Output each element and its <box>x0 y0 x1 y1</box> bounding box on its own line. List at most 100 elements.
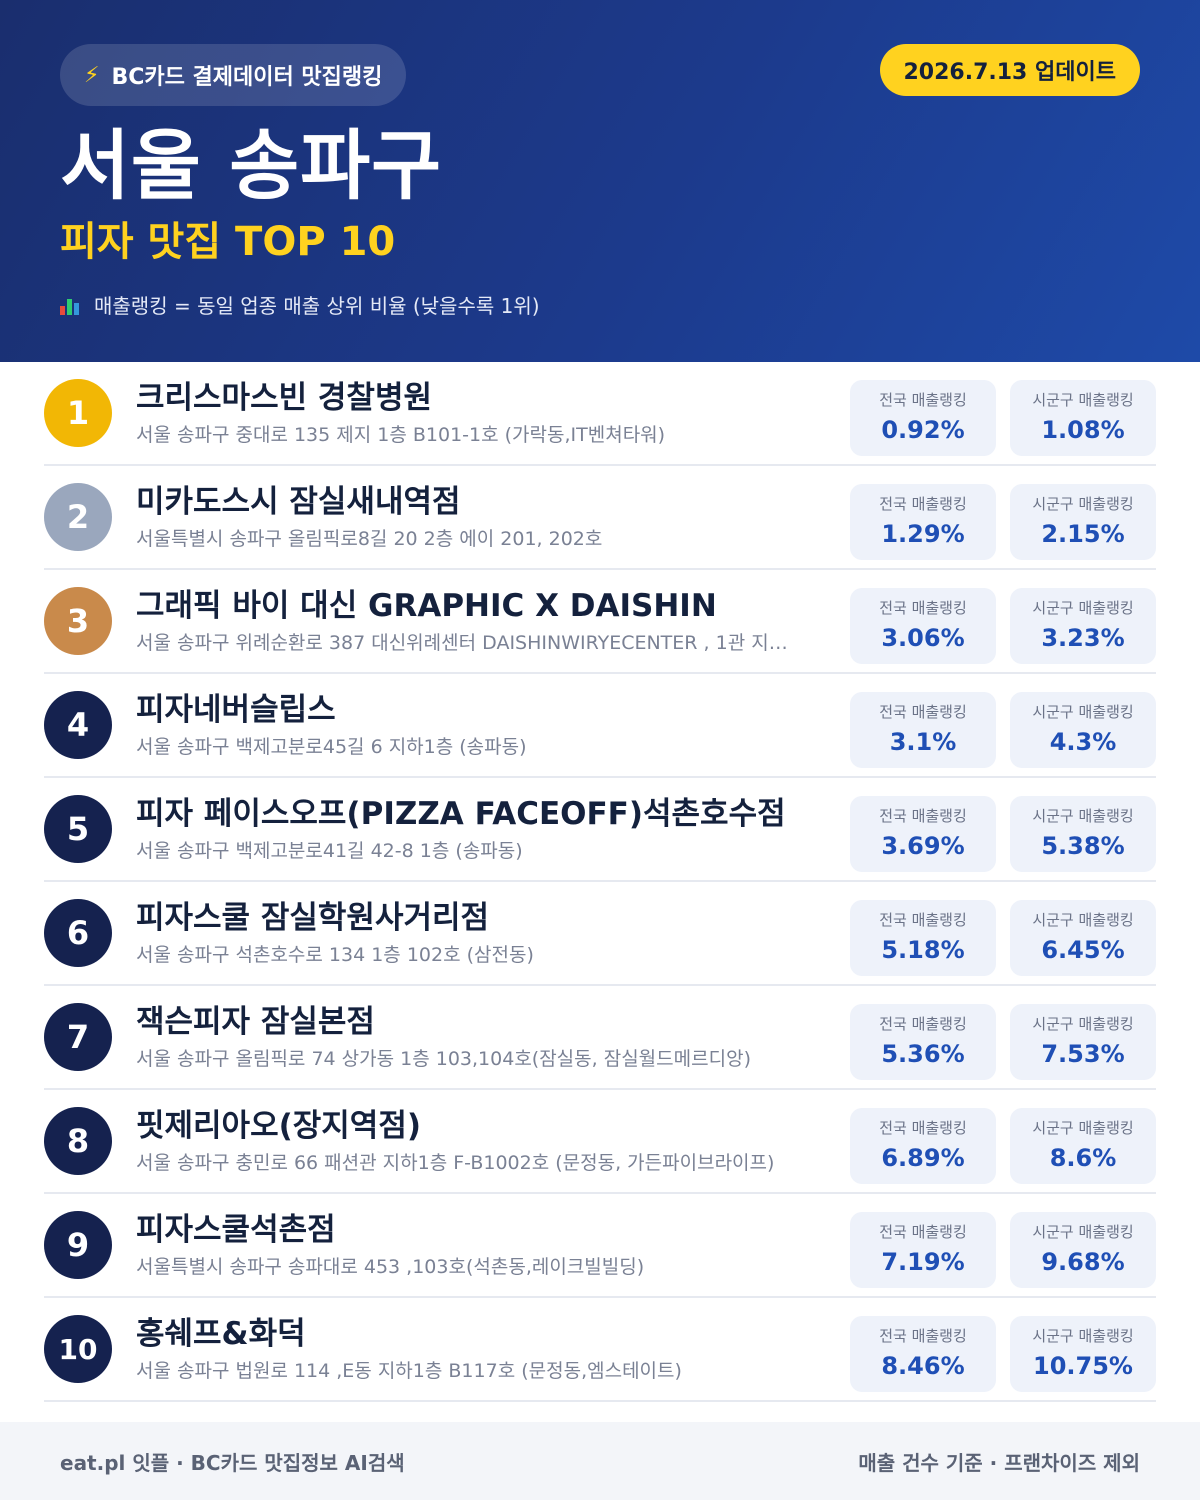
restaurant-info: 미카도스시 잠실새내역점 서울특별시 송파구 올림픽로8길 20 2층 에이 2… <box>136 482 816 552</box>
district-ranking-card: 시군구 매출랭킹 3.23% <box>1010 588 1156 664</box>
district-ranking-card: 시군구 매출랭킹 8.6% <box>1010 1108 1156 1184</box>
source-badge: ⚡ BC카드 결제데이터 맛집랭킹 <box>60 44 407 106</box>
restaurant-row[interactable]: 10 홍쉐프&화덕 서울 송파구 법원로 114 ,E동 지하1층 B117호 … <box>44 1298 1156 1402</box>
district-ranking-card: 시군구 매출랭킹 10.75% <box>1010 1316 1156 1392</box>
district-ranking-label: 시군구 매출랭킹 <box>1032 807 1134 825</box>
ranking-stats: 전국 매출랭킹 3.1% 시군구 매출랭킹 4.3% <box>850 692 1156 768</box>
ranking-stats: 전국 매출랭킹 5.18% 시군구 매출랭킹 6.45% <box>850 900 1156 976</box>
district-ranking-label: 시군구 매출랭킹 <box>1032 911 1134 929</box>
ranking-note-text: 매출랭킹 = 동일 업종 매출 상위 비율 (낮을수록 1위) <box>94 294 540 318</box>
page-subtitle: 피자 맛집 TOP 10 <box>60 219 396 265</box>
restaurant-name[interactable]: 홍쉐프&화덕 <box>136 1316 306 1352</box>
rank-badge: 4 <box>44 691 112 759</box>
restaurant-row[interactable]: 2 미카도스시 잠실새내역점 서울특별시 송파구 올림픽로8길 20 2층 에이… <box>44 466 1156 570</box>
national-ranking-card: 전국 매출랭킹 1.29% <box>850 484 996 560</box>
national-ranking-label: 전국 매출랭킹 <box>879 911 967 929</box>
district-ranking-label: 시군구 매출랭킹 <box>1032 1327 1134 1345</box>
district-ranking-value: 5.38% <box>1041 832 1125 860</box>
district-ranking-label: 시군구 매출랭킹 <box>1032 1119 1134 1137</box>
national-ranking-value: 3.06% <box>881 624 965 652</box>
restaurant-name[interactable]: 피자네버슬립스 <box>136 692 336 728</box>
ranking-stats: 전국 매출랭킹 1.29% 시군구 매출랭킹 2.15% <box>850 484 1156 560</box>
district-ranking-value: 7.53% <box>1041 1040 1125 1068</box>
district-ranking-card: 시군구 매출랭킹 2.15% <box>1010 484 1156 560</box>
restaurant-info: 홍쉐프&화덕 서울 송파구 법원로 114 ,E동 지하1층 B117호 (문정… <box>136 1314 816 1384</box>
restaurant-address: 서울 송파구 충민로 66 패션관 지하1층 F-B1002호 (문정동, 가든… <box>136 1152 775 1174</box>
national-ranking-card: 전국 매출랭킹 8.46% <box>850 1316 996 1392</box>
restaurant-info: 피자네버슬립스 서울 송파구 백제고분로45길 6 지하1층 (송파동) <box>136 690 816 760</box>
national-ranking-label: 전국 매출랭킹 <box>879 495 967 513</box>
district-ranking-value: 1.08% <box>1041 416 1125 444</box>
restaurant-row[interactable]: 6 피자스쿨 잠실학원사거리점 서울 송파구 석촌호수로 134 1층 102호… <box>44 882 1156 986</box>
restaurant-row[interactable]: 3 그래픽 바이 대신 GRAPHIC X DAISHIN 서울 송파구 위례순… <box>44 570 1156 674</box>
district-ranking-value: 9.68% <box>1041 1248 1125 1276</box>
ranking-stats: 전국 매출랭킹 3.06% 시군구 매출랭킹 3.23% <box>850 588 1156 664</box>
national-ranking-label: 전국 매출랭킹 <box>879 599 967 617</box>
district-ranking-label: 시군구 매출랭킹 <box>1032 495 1134 513</box>
restaurant-info: 피자스쿨석촌점 서울특별시 송파구 송파대로 453 ,103호(석촌동,레이크… <box>136 1210 816 1280</box>
national-ranking-value: 6.89% <box>881 1144 965 1172</box>
header-banner: ⚡ BC카드 결제데이터 맛집랭킹 2026.7.13 업데이트 서울 송파구 … <box>0 0 1200 362</box>
rank-badge: 3 <box>44 587 112 655</box>
ranking-list: 1 크리스마스빈 경찰병원 서울 송파구 중대로 135 제지 1층 B101-… <box>0 362 1200 1402</box>
national-ranking-label: 전국 매출랭킹 <box>879 1327 967 1345</box>
restaurant-name[interactable]: 핏제리아오(장지역점) <box>136 1108 422 1144</box>
restaurant-row[interactable]: 9 피자스쿨석촌점 서울특별시 송파구 송파대로 453 ,103호(석촌동,레… <box>44 1194 1156 1298</box>
restaurant-row[interactable]: 7 잭슨피자 잠실본점 서울 송파구 올림픽로 74 상가동 1층 103,10… <box>44 986 1156 1090</box>
national-ranking-card: 전국 매출랭킹 5.18% <box>850 900 996 976</box>
national-ranking-value: 3.69% <box>881 832 965 860</box>
restaurant-info: 크리스마스빈 경찰병원 서울 송파구 중대로 135 제지 1층 B101-1호… <box>136 378 816 448</box>
restaurant-row[interactable]: 5 피자 페이스오프(PIZZA FACEOFF)석촌호수점 서울 송파구 백제… <box>44 778 1156 882</box>
district-ranking-card: 시군구 매출랭킹 9.68% <box>1010 1212 1156 1288</box>
national-ranking-label: 전국 매출랭킹 <box>879 391 967 409</box>
restaurant-row[interactable]: 4 피자네버슬립스 서울 송파구 백제고분로45길 6 지하1층 (송파동) 전… <box>44 674 1156 778</box>
district-ranking-value: 8.6% <box>1049 1144 1117 1172</box>
district-ranking-label: 시군구 매출랭킹 <box>1032 1223 1134 1241</box>
restaurant-info: 피자 페이스오프(PIZZA FACEOFF)석촌호수점 서울 송파구 백제고분… <box>136 794 816 864</box>
district-ranking-card: 시군구 매출랭킹 7.53% <box>1010 1004 1156 1080</box>
district-ranking-label: 시군구 매출랭킹 <box>1032 599 1134 617</box>
restaurant-address: 서울 송파구 중대로 135 제지 1층 B101-1호 (가락동,IT벤쳐타워… <box>136 424 666 446</box>
restaurant-row[interactable]: 8 핏제리아오(장지역점) 서울 송파구 충민로 66 패션관 지하1층 F-B… <box>44 1090 1156 1194</box>
restaurant-address: 서울 송파구 석촌호수로 134 1층 102호 (삼전동) <box>136 944 534 966</box>
national-ranking-card: 전국 매출랭킹 3.06% <box>850 588 996 664</box>
national-ranking-value: 5.18% <box>881 936 965 964</box>
national-ranking-label: 전국 매출랭킹 <box>879 1223 967 1241</box>
national-ranking-label: 전국 매출랭킹 <box>879 703 967 721</box>
national-ranking-value: 3.1% <box>889 728 957 756</box>
restaurant-row[interactable]: 1 크리스마스빈 경찰병원 서울 송파구 중대로 135 제지 1층 B101-… <box>44 362 1156 466</box>
restaurant-name[interactable]: 크리스마스빈 경찰병원 <box>136 380 432 416</box>
national-ranking-label: 전국 매출랭킹 <box>879 807 967 825</box>
ranking-stats: 전국 매출랭킹 5.36% 시군구 매출랭킹 7.53% <box>850 1004 1156 1080</box>
restaurant-address: 서울 송파구 백제고분로45길 6 지하1층 (송파동) <box>136 736 527 758</box>
district-ranking-value: 2.15% <box>1041 520 1125 548</box>
restaurant-address: 서울 송파구 올림픽로 74 상가동 1층 103,104호(잠실동, 잠실월드… <box>136 1048 751 1070</box>
lightning-icon: ⚡ <box>84 62 100 88</box>
district-ranking-label: 시군구 매출랭킹 <box>1032 1015 1134 1033</box>
national-ranking-label: 전국 매출랭킹 <box>879 1119 967 1137</box>
national-ranking-card: 전국 매출랭킹 0.92% <box>850 380 996 456</box>
restaurant-name[interactable]: 미카도스시 잠실새내역점 <box>136 484 461 520</box>
page-title: 서울 송파구 <box>60 121 443 210</box>
district-ranking-value: 4.3% <box>1049 728 1117 756</box>
rank-badge: 7 <box>44 1003 112 1071</box>
restaurant-name[interactable]: 그래픽 바이 대신 GRAPHIC X DAISHIN <box>136 588 717 624</box>
restaurant-name[interactable]: 피자 페이스오프(PIZZA FACEOFF)석촌호수점 <box>136 796 786 832</box>
ranking-stats: 전국 매출랭킹 6.89% 시군구 매출랭킹 8.6% <box>850 1108 1156 1184</box>
restaurant-name[interactable]: 피자스쿨 잠실학원사거리점 <box>136 900 490 936</box>
national-ranking-card: 전국 매출랭킹 3.69% <box>850 796 996 872</box>
restaurant-name[interactable]: 잭슨피자 잠실본점 <box>136 1004 375 1040</box>
district-ranking-card: 시군구 매출랭킹 6.45% <box>1010 900 1156 976</box>
bar-chart-icon <box>60 295 80 315</box>
national-ranking-value: 1.29% <box>881 520 965 548</box>
restaurant-name[interactable]: 피자스쿨석촌점 <box>136 1212 336 1248</box>
restaurant-address: 서울 송파구 백제고분로41길 42-8 1층 (송파동) <box>136 840 523 862</box>
source-badge-label: BC카드 결제데이터 맛집랭킹 <box>111 65 383 90</box>
restaurant-address: 서울특별시 송파구 올림픽로8길 20 2층 에이 201, 202호 <box>136 528 603 550</box>
restaurant-address: 서울 송파구 법원로 114 ,E동 지하1층 B117호 (문정동,엠스테이트… <box>136 1360 682 1382</box>
update-date-badge: 2026.7.13 업데이트 <box>879 44 1140 96</box>
rank-badge: 6 <box>44 899 112 967</box>
footer-source: eat.pl 잇플 · BC카드 맛집정보 AI검색 <box>60 1450 405 1475</box>
district-ranking-card: 시군구 매출랭킹 1.08% <box>1010 380 1156 456</box>
national-ranking-value: 8.46% <box>881 1352 965 1380</box>
